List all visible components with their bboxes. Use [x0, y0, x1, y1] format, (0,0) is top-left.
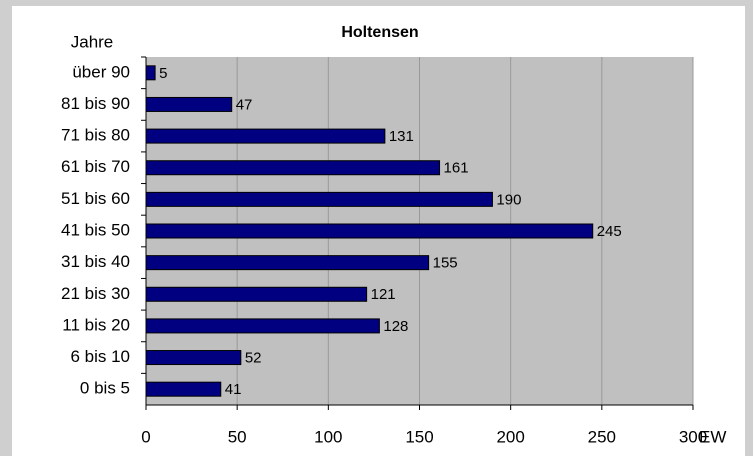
- chart-title: Holtensen: [341, 24, 418, 41]
- data-label: 161: [444, 160, 469, 177]
- data-label: 155: [433, 255, 458, 272]
- bar: [145, 65, 156, 81]
- y-tick-label: über 90: [72, 62, 130, 81]
- y-tick-label: 81 bis 90: [61, 94, 130, 113]
- bar: [145, 318, 380, 334]
- bar: [145, 223, 594, 239]
- bar: [145, 286, 368, 302]
- data-label: 41: [225, 381, 242, 398]
- data-label: 52: [245, 350, 262, 367]
- y-tick-label: 21 bis 30: [61, 284, 130, 303]
- data-label: 131: [389, 128, 414, 145]
- bar: [145, 96, 233, 112]
- x-tick-label: 50: [228, 427, 247, 446]
- y-axis-title: Jahre: [71, 32, 114, 51]
- y-tick-label: 31 bis 40: [61, 252, 130, 271]
- x-tick-label: 150: [405, 427, 433, 446]
- x-tick-label: 100: [314, 427, 342, 446]
- bar: [145, 350, 242, 366]
- y-tick-label: 51 bis 60: [61, 189, 130, 208]
- y-tick-label: 11 bis 20: [62, 315, 130, 334]
- data-label: 47: [236, 96, 253, 113]
- data-label: 5: [159, 65, 167, 82]
- bar: [145, 160, 441, 176]
- data-label: 121: [371, 286, 396, 303]
- y-tick-label: 6 bis 10: [70, 347, 130, 366]
- data-label: 128: [383, 318, 408, 335]
- y-tick-label: 61 bis 70: [61, 157, 130, 176]
- x-tick-label: 300: [679, 427, 707, 446]
- bar: [145, 381, 222, 397]
- x-tick-label: 250: [588, 427, 616, 446]
- x-axis-title: EW: [699, 427, 726, 446]
- data-label: 190: [496, 191, 521, 208]
- x-tick-label: 0: [141, 427, 150, 446]
- bar: [145, 255, 430, 271]
- bar: [145, 128, 386, 144]
- x-tick-label: 200: [496, 427, 524, 446]
- y-tick-label: 41 bis 50: [61, 220, 130, 239]
- data-label: 245: [597, 223, 622, 240]
- y-tick-label: 0 bis 5: [80, 379, 130, 398]
- bar: [145, 191, 493, 207]
- y-tick-label: 71 bis 80: [61, 126, 130, 145]
